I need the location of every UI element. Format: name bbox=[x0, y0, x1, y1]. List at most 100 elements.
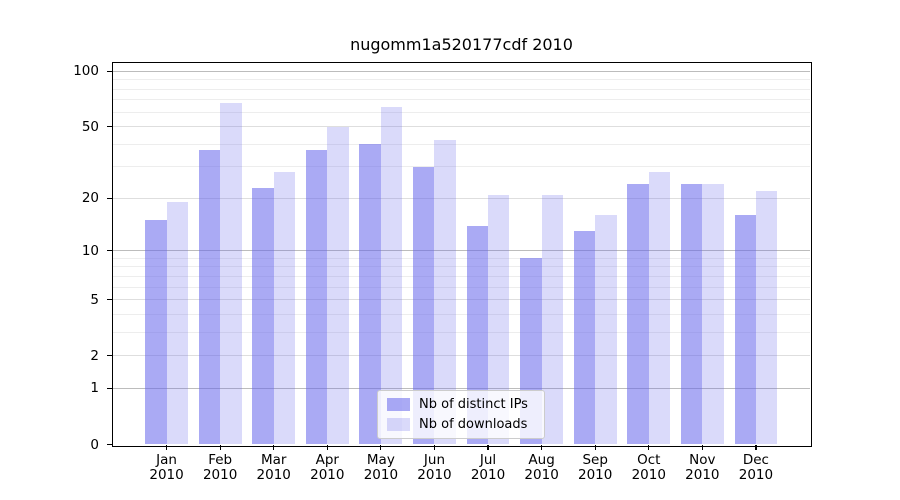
x-tick-year-text: 2010 bbox=[202, 467, 238, 483]
x-tick-year-text: 2010 bbox=[524, 467, 559, 483]
legend-item-distinct-ips: Nb of distinct IPs bbox=[387, 397, 535, 412]
x-tick-year-text: 2010 bbox=[417, 467, 452, 483]
x-tick-label-jan: Jan 2010 bbox=[139, 451, 195, 484]
legend-swatch-downloads-icon bbox=[387, 417, 410, 432]
y-tick-2 bbox=[106, 355, 113, 357]
bar-downloads-jul bbox=[488, 194, 510, 445]
x-tick-year-text: 2010 bbox=[738, 467, 774, 483]
legend-item-downloads: Nb of downloads bbox=[387, 417, 535, 432]
x-tick-oct bbox=[648, 445, 650, 450]
x-tick-feb bbox=[219, 445, 221, 450]
bar-downloads-feb bbox=[220, 103, 242, 445]
bar-ips-feb bbox=[198, 150, 221, 445]
gridline-y-80 bbox=[113, 88, 810, 90]
x-tick-month-text: Sep bbox=[582, 451, 608, 468]
gridline-y-50 bbox=[113, 126, 810, 128]
x-tick-label-jun: Jun 2010 bbox=[406, 451, 462, 484]
bar-ips-dec bbox=[734, 215, 756, 445]
gridline-y-6 bbox=[113, 286, 810, 288]
legend-label-downloads: Nb of downloads bbox=[419, 417, 528, 432]
x-tick-mar bbox=[273, 445, 275, 450]
x-tick-month-text: Jul bbox=[479, 451, 497, 468]
bar-ips-jul bbox=[466, 225, 489, 445]
bar-downloads-dec bbox=[755, 190, 778, 445]
gridline-y-7 bbox=[113, 275, 810, 277]
bar-downloads-oct bbox=[648, 172, 671, 445]
x-tick-month-text: Oct bbox=[637, 451, 661, 468]
x-tick-label-jul: Jul 2010 bbox=[460, 451, 516, 484]
x-tick-month-text: Aug bbox=[528, 451, 555, 468]
y-tick-5 bbox=[106, 299, 113, 301]
bar-ips-jan bbox=[145, 220, 167, 445]
legend: Nb of distinct IPs Nb of downloads bbox=[377, 390, 545, 439]
y-tick-10 bbox=[106, 250, 113, 252]
y-tick-1 bbox=[106, 387, 113, 390]
x-tick-nov bbox=[701, 445, 703, 450]
legend-swatch-distinct-ips-icon bbox=[387, 397, 410, 412]
gridline-y-40 bbox=[113, 143, 810, 145]
x-tick-label-oct: Oct 2010 bbox=[621, 451, 677, 484]
bar-downloads-jun bbox=[434, 140, 456, 445]
y-tick-50 bbox=[106, 126, 113, 128]
x-tick-month-text: Nov bbox=[689, 451, 716, 468]
x-tick-month-text: Jun bbox=[423, 451, 445, 468]
bar-ips-sep bbox=[573, 231, 596, 445]
x-tick-month-text: Dec bbox=[742, 451, 769, 468]
x-tick-year-text: 2010 bbox=[256, 467, 291, 483]
bar-downloads-may bbox=[380, 106, 403, 445]
y-tick-label-0: 0 bbox=[90, 436, 99, 453]
bar-downloads-aug bbox=[541, 194, 563, 445]
x-tick-jun bbox=[433, 445, 436, 450]
x-tick-month-text: Jan bbox=[156, 451, 177, 468]
gridline-y-8 bbox=[113, 266, 810, 268]
x-tick-label-mar: Mar 2010 bbox=[246, 451, 302, 484]
bar-ips-may bbox=[359, 144, 381, 445]
y-tick-label-2: 2 bbox=[90, 347, 99, 364]
x-tick-month-text: May bbox=[366, 451, 395, 468]
bar-ips-jun bbox=[413, 166, 435, 445]
x-tick-apr bbox=[326, 445, 328, 450]
bar-downloads-apr bbox=[327, 126, 349, 445]
gridline-y-5 bbox=[113, 299, 810, 301]
gridline-y-2 bbox=[113, 355, 810, 357]
bar-ips-oct bbox=[627, 184, 649, 445]
x-tick-jul bbox=[487, 445, 489, 450]
y-tick-label-50: 50 bbox=[81, 118, 99, 135]
bar-ips-nov bbox=[680, 184, 703, 445]
gridline-y-90 bbox=[113, 79, 810, 81]
gridline-y-20 bbox=[113, 197, 810, 199]
y-tick-label-10: 10 bbox=[81, 242, 99, 259]
x-tick-label-nov: Nov 2010 bbox=[674, 451, 730, 484]
x-tick-month-text: Feb bbox=[208, 451, 233, 468]
x-tick-label-may: May 2010 bbox=[353, 451, 409, 484]
x-tick-label-apr: Apr 2010 bbox=[299, 451, 355, 484]
bar-downloads-mar bbox=[273, 172, 296, 445]
gridline-y-30 bbox=[113, 166, 810, 168]
x-tick-jan bbox=[165, 445, 168, 450]
x-tick-month-text: Apr bbox=[315, 451, 339, 468]
x-tick-label-dec: Dec 2010 bbox=[728, 451, 784, 484]
x-tick-month-text: Mar bbox=[260, 451, 287, 468]
y-tick-label-100: 100 bbox=[73, 63, 99, 80]
gridline-y-60 bbox=[113, 111, 810, 113]
x-tick-aug bbox=[541, 445, 543, 450]
gridline-y-100 bbox=[113, 70, 810, 72]
gridline-y-1 bbox=[113, 387, 810, 389]
y-tick-0 bbox=[106, 443, 113, 446]
x-tick-year-text: 2010 bbox=[578, 467, 613, 483]
x-tick-year-text: 2010 bbox=[685, 467, 720, 483]
gridline-y-9 bbox=[113, 257, 810, 259]
x-tick-may bbox=[380, 445, 382, 450]
bar-ips-apr bbox=[305, 150, 328, 445]
y-tick-20 bbox=[106, 197, 113, 199]
y-tick-label-1: 1 bbox=[90, 380, 99, 397]
x-tick-label-sep: Sep 2010 bbox=[567, 451, 623, 484]
x-tick-sep bbox=[594, 445, 596, 450]
gridline-y-10 bbox=[113, 250, 810, 252]
x-tick-label-feb: Feb 2010 bbox=[192, 451, 248, 484]
x-tick-year-text: 2010 bbox=[310, 467, 345, 483]
bar-downloads-nov bbox=[702, 184, 724, 445]
